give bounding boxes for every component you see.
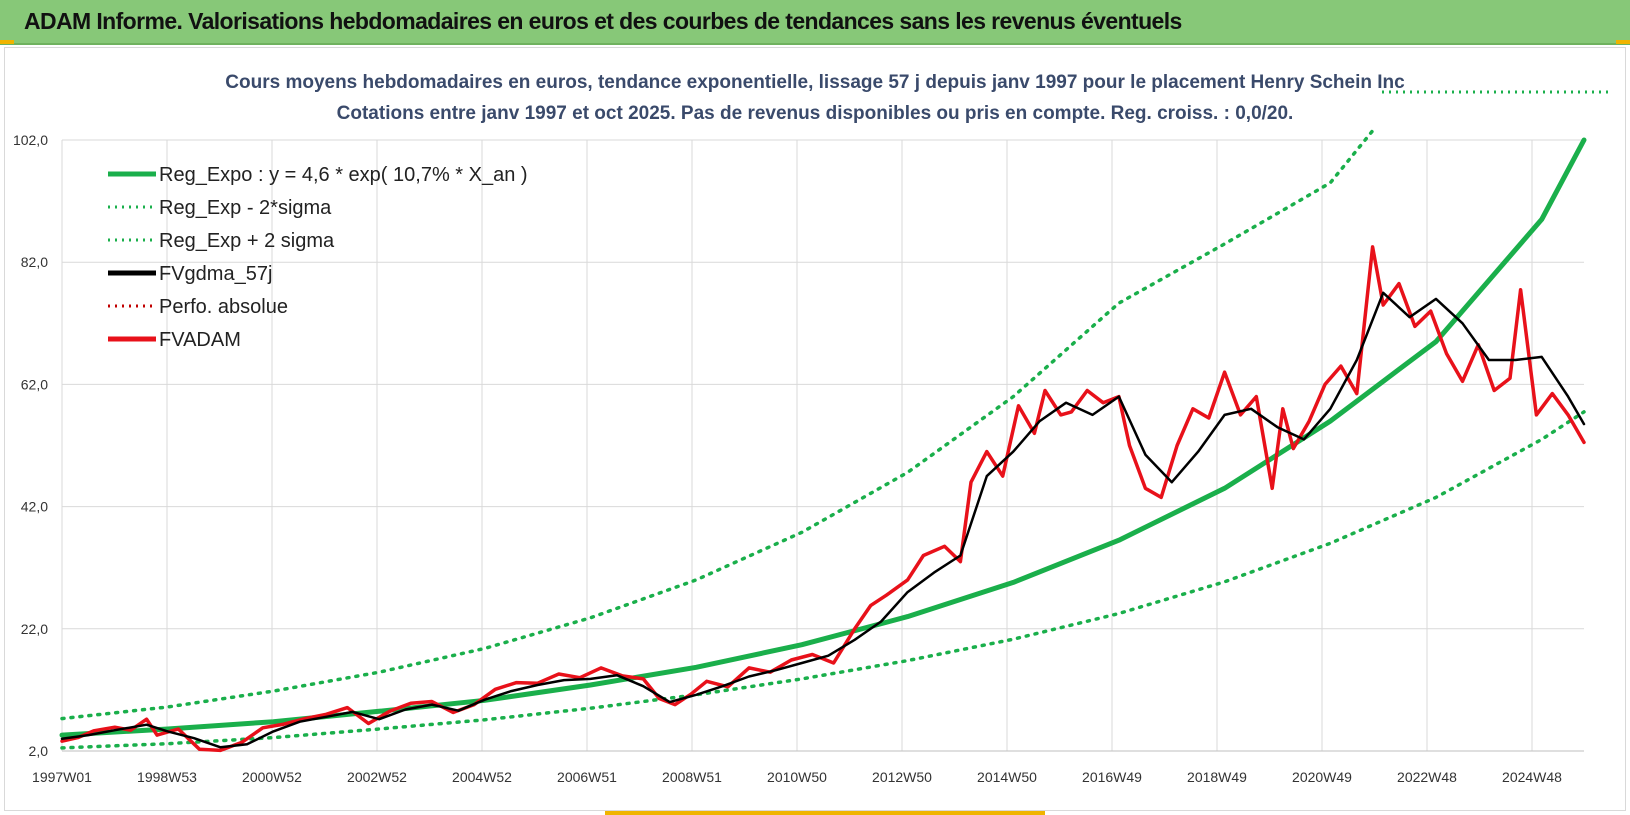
corner-mark-top-right <box>1616 40 1630 44</box>
x-tick-label: 2018W49 <box>1187 769 1247 785</box>
legend-label: Reg_Exp + 2 sigma <box>159 230 335 252</box>
x-tick-label: 2022W48 <box>1397 769 1457 785</box>
title-backdrop <box>1380 84 1620 96</box>
x-tick-label: 2012W50 <box>872 769 932 785</box>
x-tick-label: 2000W52 <box>242 769 302 785</box>
legend-label: FVADAM <box>159 329 241 351</box>
corner-mark-bottom-center <box>605 810 1045 815</box>
series-layer <box>59 129 1587 753</box>
legend-label: Reg_Expo : y = 4,6 * exp( 10,7% * X_an ) <box>159 164 528 186</box>
x-tick-label: 1998W53 <box>137 769 197 785</box>
y-tick-label: 22,0 <box>21 621 48 637</box>
x-tick-label: 2006W51 <box>557 769 617 785</box>
page-title: ADAM Informe. Valorisations hebdomadaire… <box>24 8 1182 34</box>
corner-mark-top-left <box>0 40 14 44</box>
x-tick-label: 1997W01 <box>32 769 92 785</box>
x-tick-label: 2008W51 <box>662 769 722 785</box>
legend-label: Perfo. absolue <box>159 296 288 318</box>
y-tick-label: 62,0 <box>21 376 48 392</box>
x-tick-label: 2024W48 <box>1502 769 1562 785</box>
legend-label: Reg_Exp - 2*sigma <box>159 197 332 219</box>
chart-subtitle: Cotations entre janv 1997 et oct 2025. P… <box>337 103 1294 124</box>
chart-frame <box>4 47 1626 811</box>
y-tick-label: 82,0 <box>21 254 48 270</box>
legend-label: FVgdma_57j <box>159 263 272 285</box>
x-tick-label: 2002W52 <box>347 769 407 785</box>
axis-ticks: 2,0 22,0 42,0 62,0 82,0 102,0 1997W01 1998W53 20… <box>13 132 1562 785</box>
y-tick-label: 102,0 <box>13 132 48 148</box>
series-fvgdma-57j <box>60 291 1586 749</box>
x-tick-label: 2010W50 <box>767 769 827 785</box>
x-tick-label: 2004W52 <box>452 769 512 785</box>
legend: Reg_Expo : y = 4,6 * exp( 10,7% * X_an )… <box>108 164 528 351</box>
header-banner: ADAM Informe. Valorisations hebdomadaire… <box>0 0 1630 45</box>
x-tick-label: 2020W49 <box>1292 769 1352 785</box>
series-reg-exp-minus-2sigma <box>60 410 1586 750</box>
x-tick-label: 2016W49 <box>1082 769 1142 785</box>
series-reg-exp-plus-2sigma <box>60 129 1375 721</box>
chart-title: Cours moyens hebdomadaires en euros, ten… <box>225 72 1405 93</box>
grid <box>61 139 1584 752</box>
y-tick-label: 42,0 <box>21 499 48 515</box>
y-tick-label: 2,0 <box>29 743 49 759</box>
x-tick-label: 2014W50 <box>977 769 1037 785</box>
